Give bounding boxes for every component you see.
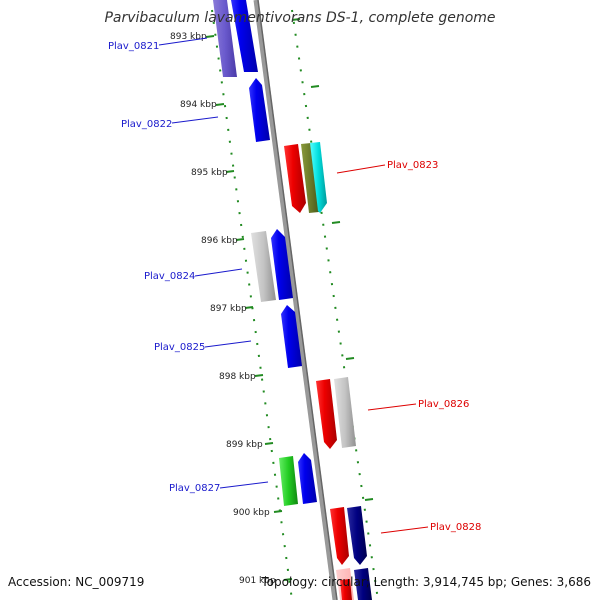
tick-mark (291, 18, 301, 21)
tick-label: 895 kbp (191, 168, 228, 178)
tick-mark (283, 578, 293, 581)
tick-label: 894 kbp (180, 100, 217, 110)
gene-arrow-red (284, 144, 306, 213)
tick-mark (244, 306, 254, 309)
gene-label-plav-0821[interactable]: Plav_0821 (108, 41, 159, 52)
gene-block-navy (354, 568, 372, 600)
gene-label-plav-0823[interactable]: Plav_0823 (387, 160, 438, 171)
tick-label: 896 kbp (201, 236, 238, 246)
tick-mark (345, 357, 355, 360)
gene-block-grey (251, 231, 276, 302)
gene-leader-line (367, 403, 417, 411)
map-title: Parvibaculum lavamentivorans DS-1, compl… (104, 10, 495, 26)
gene-arrow-red (316, 379, 337, 449)
tick-mark (254, 374, 264, 377)
gene-leader-line (336, 164, 386, 174)
gene-block-grey (334, 377, 356, 448)
tick-mark (310, 85, 320, 88)
genome-backbone (253, 0, 338, 600)
gene-leader-line (158, 37, 208, 46)
gene-block-olive (301, 143, 319, 213)
gene-arrow-red (330, 507, 349, 565)
gene-leader-line (219, 481, 269, 489)
gene-leader-line (194, 268, 243, 277)
gene-arrow-blue (271, 229, 293, 300)
tick-label: 893 kbp (170, 32, 207, 42)
tick-label: 899 kbp (226, 440, 263, 450)
gene-label-plav-0822[interactable]: Plav_0822 (121, 119, 172, 130)
gene-block-blue (231, 0, 258, 72)
gene-label-plav-0827[interactable]: Plav_0827 (169, 483, 220, 494)
gene-block-green (279, 456, 298, 506)
tick-mark (264, 442, 274, 445)
tick-label: 897 kbp (210, 304, 247, 314)
tick-mark (225, 170, 235, 173)
gene-arrow-blue (249, 78, 270, 142)
tick-label: 898 kbp (219, 372, 256, 382)
gene-leader-line (171, 116, 219, 124)
tick-label: 900 kbp (233, 508, 270, 518)
gene-arrow-blue (281, 305, 302, 368)
gene-label-plav-0825[interactable]: Plav_0825 (154, 342, 205, 353)
gene-arrow-cyan (310, 142, 327, 213)
genome-backbone-shadow (257, 0, 338, 600)
tick-mark (364, 498, 374, 501)
tick-mark (235, 238, 245, 241)
accession-text: Accession: NC_009719 (8, 575, 144, 589)
gene-arrow-blue (298, 453, 317, 504)
gene-block-red (340, 579, 352, 600)
gene-label-plav-0826[interactable]: Plav_0826 (418, 399, 469, 410)
gene-block-purple (213, 0, 237, 77)
tick-mark (273, 510, 283, 513)
gene-leader-line (380, 526, 429, 534)
tick-mark (205, 35, 215, 38)
tick-mark (215, 103, 225, 106)
tick-label: 901 kbp (239, 576, 276, 586)
gene-leader-line (204, 340, 252, 348)
tick-mark (331, 221, 341, 224)
gene-arrow-navy (347, 506, 367, 565)
gene-label-plav-0824[interactable]: Plav_0824 (144, 271, 195, 282)
gene-label-plav-0828[interactable]: Plav_0828 (430, 522, 481, 533)
genome-summary-text: Topology: circular; Length: 3,914,745 bp… (260, 575, 591, 589)
